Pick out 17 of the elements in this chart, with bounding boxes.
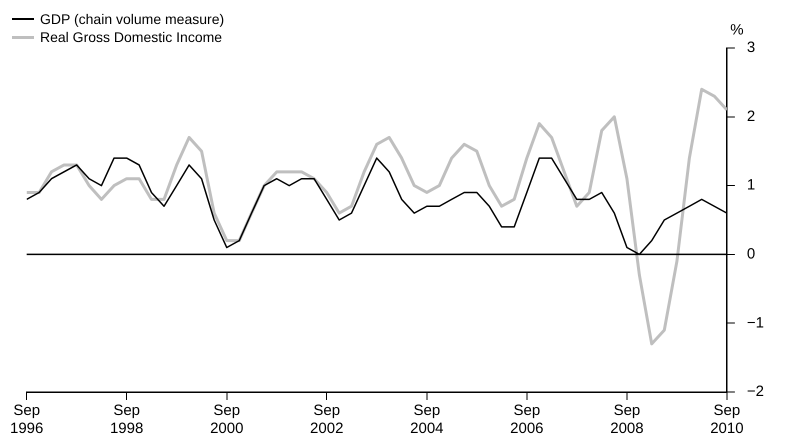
x-tick-label: Sep 1996 bbox=[10, 402, 44, 438]
x-tick-label: Sep 2004 bbox=[410, 402, 444, 438]
y-tick-label: −1 bbox=[746, 314, 764, 332]
y-tick-label: −2 bbox=[746, 383, 764, 400]
x-tick-label: Sep 1998 bbox=[110, 402, 144, 438]
x-tick-label: Sep 2000 bbox=[210, 402, 244, 438]
x-tick-label: Sep 2008 bbox=[610, 402, 644, 438]
y-tick-label: 3 bbox=[746, 39, 756, 56]
legend-label: GDP (chain volume measure) bbox=[40, 11, 224, 27]
legend-label: Real Gross Domestic Income bbox=[40, 29, 222, 45]
y-tick-label: 2 bbox=[746, 108, 756, 125]
x-tick-label: Sep 2006 bbox=[510, 402, 544, 438]
x-tick-label: Sep 2002 bbox=[310, 402, 344, 438]
y-tick-label: 0 bbox=[746, 246, 756, 263]
x-tick-label: Sep 2010 bbox=[710, 402, 744, 438]
y-axis-title: % bbox=[730, 22, 744, 39]
y-tick-label: 1 bbox=[746, 176, 756, 194]
